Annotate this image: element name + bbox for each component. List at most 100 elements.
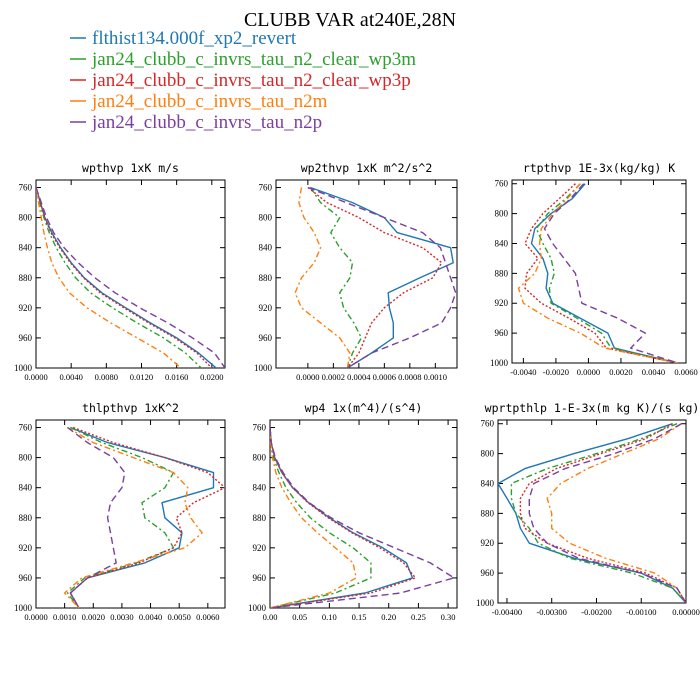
series-line — [546, 423, 686, 603]
y-tick-label: 960 — [495, 328, 509, 338]
plot-frame — [35, 419, 226, 609]
x-tick-label: 0.0010 — [424, 372, 447, 382]
plot-frame — [275, 179, 458, 369]
x-tick-label: 0.0000 — [577, 367, 600, 377]
series-line — [69, 426, 225, 608]
y-tick-label: 800 — [259, 213, 273, 223]
y-tick-label: 1000 — [248, 603, 267, 613]
y-tick-label: 920 — [495, 298, 509, 308]
y-tick-label: 840 — [495, 238, 509, 248]
x-tick-label: 0.0002 — [322, 372, 345, 382]
y-tick-label: 800 — [253, 453, 267, 463]
y-tick-label: 960 — [253, 573, 267, 583]
x-tick-label: 0.15 — [352, 612, 367, 622]
x-tick-label: 0.0000 — [24, 612, 47, 622]
y-tick-label: 840 — [19, 243, 33, 253]
x-tick-label: -0.0020 — [543, 367, 569, 377]
y-tick-label: 1000 — [490, 358, 509, 368]
x-tick-label: 0.0040 — [59, 372, 82, 382]
x-tick-label: 0.0040 — [139, 612, 162, 622]
chart-panel-5: wp4 1x(m^4)/(s^4)76080084088092096010000… — [248, 401, 458, 622]
y-tick-label: 880 — [259, 273, 273, 283]
series-line — [63, 426, 203, 608]
y-tick-label: 920 — [259, 303, 273, 313]
x-tick-label: 0.0000 — [296, 372, 319, 382]
series-line — [270, 427, 417, 608]
y-tick-label: 880 — [495, 268, 509, 278]
panel-title: wp4 1x(m^4)/(s^4) — [305, 401, 423, 415]
y-tick-label: 1000 — [14, 363, 33, 373]
y-tick-label: 920 — [19, 303, 33, 313]
y-tick-label: 840 — [19, 483, 33, 493]
series-line — [36, 187, 182, 368]
x-tick-label: 0.00000 — [672, 607, 700, 617]
series-line — [36, 187, 217, 368]
series-line — [66, 426, 175, 608]
x-tick-label: -0.00300 — [536, 607, 566, 617]
x-tick-label: 0.0006 — [373, 372, 396, 382]
figure-title: CLUBB VAR at240E,28N — [244, 9, 456, 31]
series-line — [270, 427, 455, 608]
x-tick-label: 0.0020 — [82, 612, 105, 622]
legend-entry: jan24_clubb_c_invrs_tau_n2p — [91, 112, 322, 133]
x-tick-label: 0.0060 — [674, 367, 697, 377]
series-line — [535, 183, 679, 363]
y-tick-label: 760 — [253, 423, 267, 433]
panel-title: rtpthvp 1E-3x(kg/kg) K — [523, 161, 675, 175]
chart-panel-4: thlpthvp 1xK^276080084088092096010000.00… — [14, 401, 226, 622]
y-tick-label: 800 — [481, 449, 495, 459]
legend-entry: flthist134.000f_xp2_revert — [92, 28, 297, 49]
y-tick-label: 1000 — [14, 603, 33, 613]
chart-panel-1: wpthvp 1xK m/s76080084088092096010000.00… — [14, 161, 226, 382]
y-tick-label: 880 — [253, 513, 267, 523]
y-tick-label: 760 — [495, 179, 509, 189]
y-tick-label: 800 — [19, 213, 33, 223]
series-line — [498, 423, 686, 603]
y-tick-label: 960 — [481, 568, 495, 578]
plot-frame — [511, 179, 687, 364]
y-tick-label: 1000 — [254, 363, 273, 373]
panel-title: thlpthvp 1xK^2 — [82, 401, 179, 415]
series-line — [519, 423, 686, 603]
x-tick-label: -0.00400 — [492, 607, 522, 617]
series-line — [67, 426, 126, 608]
chart-panel-6: wprtpthlp 1-E-3x(m kg K)/(s kg) 760 800 840… — [476, 401, 700, 617]
x-tick-label: -0.0040 — [510, 367, 536, 377]
series-line — [36, 187, 225, 368]
series-line — [307, 186, 457, 368]
y-tick-label: 960 — [19, 573, 33, 583]
series-line — [36, 187, 213, 368]
x-tick-label: 0.20 — [381, 612, 396, 622]
x-tick-label: 0.25 — [411, 612, 426, 622]
series-line — [528, 423, 686, 603]
x-tick-label: 0.0010 — [53, 612, 76, 622]
y-tick-label: 1000 — [476, 598, 495, 608]
plot-frame — [497, 419, 687, 604]
y-tick-label: 840 — [481, 478, 495, 488]
series-line — [36, 187, 202, 368]
x-tick-label: 0.0020 — [609, 367, 632, 377]
panel-title: wprtpthlp 1-E-3x(m kg K)/(s kg) — [485, 401, 700, 415]
x-tick-label: 0.0050 — [167, 612, 190, 622]
series-line — [307, 186, 443, 368]
y-tick-label: 760 — [19, 423, 33, 433]
plot-frame — [269, 419, 458, 609]
y-tick-label: 840 — [253, 483, 267, 493]
x-tick-label: 0.0004 — [347, 372, 371, 382]
legend-entry: jan24_clubb_c_invrs_tau_n2_clear_wp3m — [91, 49, 416, 70]
y-tick-label: 920 — [19, 543, 33, 553]
y-tick-label: 760 — [481, 419, 495, 429]
x-tick-label: 0.0000 — [24, 372, 47, 382]
x-tick-label: 0.0008 — [398, 372, 421, 382]
chart-panel-3: rtpthvp 1E-3x(kg/kg) K 760 800 840 880 920 960… — [490, 161, 698, 377]
x-tick-label: 0.0080 — [95, 372, 118, 382]
series-line — [270, 427, 357, 608]
y-tick-label: 880 — [19, 513, 33, 523]
x-tick-label: 0.0060 — [196, 612, 219, 622]
x-tick-label: 0.10 — [322, 612, 337, 622]
y-tick-label: 880 — [481, 508, 495, 518]
y-tick-label: 880 — [19, 273, 33, 283]
series-line — [543, 183, 679, 363]
series-line — [524, 183, 679, 363]
x-tick-label: -0.00100 — [626, 607, 656, 617]
